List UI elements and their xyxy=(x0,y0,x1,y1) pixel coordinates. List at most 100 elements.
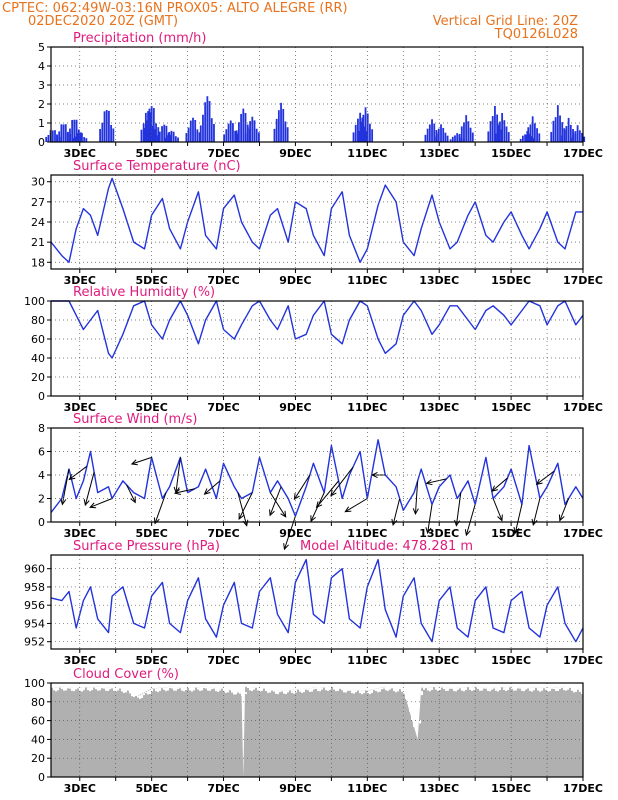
precip-bar xyxy=(74,136,77,142)
y-tick-label: 954 xyxy=(24,617,45,630)
cloud-cover-edge xyxy=(407,702,409,704)
precip-bar xyxy=(157,127,160,142)
precip-bar xyxy=(257,132,260,142)
precip-bar xyxy=(144,112,147,142)
y-tick-label: 24 xyxy=(31,216,45,229)
cloud-cover-edge xyxy=(59,687,61,688)
cloud-cover-edge xyxy=(421,691,423,696)
cloud-cover-edge xyxy=(429,687,431,692)
cloud-cover-edge xyxy=(557,687,559,691)
precip-bar xyxy=(60,124,63,142)
y-tick-label: 40 xyxy=(31,733,45,746)
precip-bar xyxy=(194,119,197,142)
cloud-cover-edge xyxy=(135,694,137,697)
cloud-cover-edge xyxy=(203,686,205,689)
cloud-cover-edge xyxy=(91,687,93,691)
precip-bar xyxy=(170,130,173,142)
header-grid-line: Vertical Grid Line: 20Z xyxy=(433,14,578,29)
cloud-cover-edge xyxy=(385,686,387,691)
wind-arrow-head xyxy=(370,471,378,479)
y-tick-label: 60 xyxy=(31,715,45,728)
precip-bar xyxy=(567,117,570,142)
cloud-cover-edge xyxy=(459,687,461,689)
cloud-cover-edge xyxy=(175,687,177,691)
precip-bar xyxy=(54,130,56,142)
x-tick-label: 15DEC xyxy=(491,147,531,160)
precip-bar xyxy=(454,135,456,142)
cloud-cover-edge xyxy=(71,687,73,691)
precip-bar xyxy=(499,121,501,142)
cloud-cover-edge xyxy=(473,686,475,691)
y-tick-label: 5 xyxy=(38,41,45,54)
y-tick-label: 2 xyxy=(38,493,45,506)
header-model-code: TQ0126L028 xyxy=(494,27,578,42)
panel-frame xyxy=(50,174,584,270)
wind-arrow xyxy=(126,484,136,503)
cloud-cover-edge xyxy=(561,686,563,688)
cloud-cover-edge xyxy=(321,687,323,690)
cloud-cover-edge xyxy=(101,686,103,689)
x-tick-label: 9DEC xyxy=(279,654,311,667)
cloud-cover-edge xyxy=(413,723,415,727)
cloud-cover-edge xyxy=(185,687,187,691)
x-tick-label: 11DEC xyxy=(347,654,387,667)
cloud-cover-edge xyxy=(275,690,277,694)
cloud-cover-edge xyxy=(347,689,349,691)
panel-title: Precipitation (mm/h) xyxy=(73,31,206,46)
cloud-cover-edge xyxy=(481,687,483,691)
cloud-cover-edge xyxy=(177,687,179,690)
precip-bar xyxy=(431,119,433,142)
x-tick-label: 9DEC xyxy=(279,782,311,795)
precip-bar xyxy=(282,108,285,142)
cloud-cover-edge xyxy=(497,687,499,692)
cloud-cover-edge xyxy=(441,686,443,688)
y-tick-label: 6 xyxy=(38,446,45,459)
precip-bar xyxy=(449,139,452,142)
cloud-cover-edge xyxy=(479,686,481,691)
y-tick-label: 4 xyxy=(38,469,45,482)
precip-bar xyxy=(496,125,499,142)
precip-bar xyxy=(192,117,194,142)
cloud-cover-edge xyxy=(213,687,215,689)
precip-bar xyxy=(223,134,226,142)
panel-frame xyxy=(50,300,584,397)
panel-frame xyxy=(50,46,584,143)
cloud-cover-edge xyxy=(327,686,329,691)
precip-bar xyxy=(554,117,557,142)
y-tick-label: 960 xyxy=(24,563,45,576)
wind-arrow xyxy=(89,498,113,508)
precip-bar xyxy=(444,132,447,142)
cloud-cover-edge xyxy=(527,687,529,689)
precip-bar xyxy=(163,137,166,142)
precip-bar xyxy=(565,126,568,142)
cloud-cover-edge xyxy=(437,686,439,691)
cloud-cover-edge xyxy=(103,687,105,689)
cloud-cover-edge xyxy=(231,690,233,693)
cloud-cover-edge xyxy=(227,689,229,693)
cloud-cover-edge xyxy=(505,687,507,692)
cloud-cover-edge xyxy=(511,686,513,689)
cloud-cover-edge xyxy=(121,688,123,692)
precip-bar xyxy=(210,118,213,142)
panel-4: 0 2 4 6 8 3DEC 5DEC 7DEC 9DEC 11DEC 13DEC 15DEC 17DE… xyxy=(38,412,603,551)
cloud-cover-edge xyxy=(111,687,113,689)
cloud-cover-edge xyxy=(359,690,361,694)
cloud-cover-edge xyxy=(387,687,389,691)
cloud-cover-edge xyxy=(113,687,115,691)
cloud-cover-edge xyxy=(391,687,393,689)
precip-bar xyxy=(202,114,204,142)
precip-bar xyxy=(165,125,168,142)
cloud-cover-edge xyxy=(217,687,219,692)
cloud-cover-edge xyxy=(443,686,445,690)
cloud-cover-edge xyxy=(449,687,451,689)
x-tick-label: 13DEC xyxy=(419,401,459,414)
precip-bar xyxy=(69,128,71,142)
cloud-cover-edge xyxy=(287,690,289,693)
cloud-cover-edge xyxy=(259,687,261,692)
x-tick-label: 5DEC xyxy=(135,274,167,287)
wind-arrow-head xyxy=(497,514,503,522)
cloud-cover-edge xyxy=(323,687,325,688)
y-tick-label: 80 xyxy=(31,314,45,327)
precip-bar xyxy=(532,138,535,142)
cloud-cover-edge xyxy=(209,687,211,691)
